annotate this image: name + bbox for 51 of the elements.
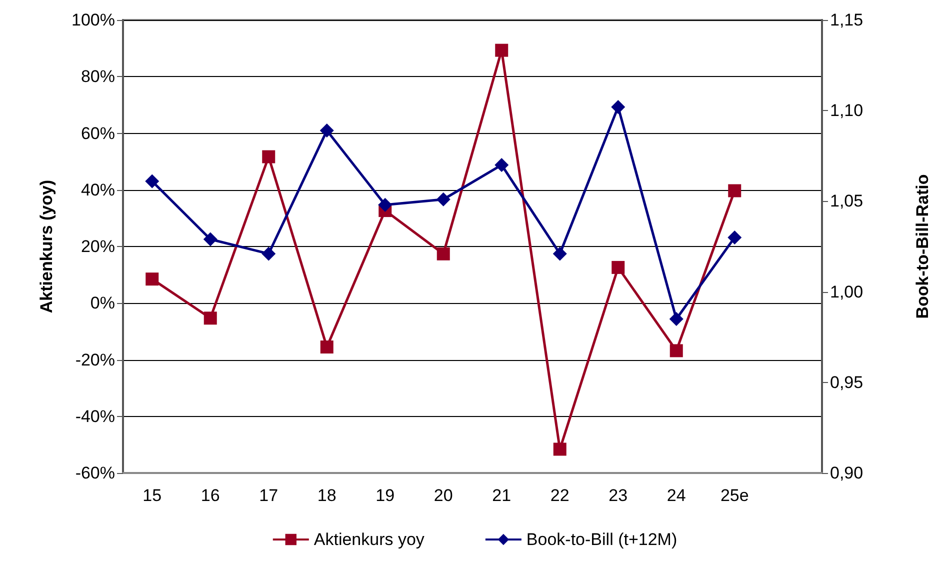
y-tick-label: 100% xyxy=(72,10,115,30)
x-tick-label: 21 xyxy=(492,486,512,505)
x-tick-label: 22 xyxy=(550,486,570,505)
point xyxy=(145,174,160,188)
x-tick-label: 15 xyxy=(142,486,162,505)
point xyxy=(728,184,742,198)
y2-tick-label: 1,15 xyxy=(830,10,864,30)
x-tick-label: 23 xyxy=(608,486,628,505)
y2-tick-label: 0,95 xyxy=(830,372,864,392)
point xyxy=(494,158,509,172)
x-tick-label: 20 xyxy=(434,486,453,505)
point xyxy=(552,246,567,261)
x-tick-label: 18 xyxy=(317,486,336,505)
y2-tick-label: 0,90 xyxy=(830,464,864,482)
y-tick-label: -40% xyxy=(75,406,115,426)
point xyxy=(495,44,508,57)
point xyxy=(320,124,334,138)
point xyxy=(612,260,625,274)
x-tick-label: 24 xyxy=(666,486,686,505)
legend-label: Book-to-Bill (t+12M) xyxy=(526,530,678,549)
y-tick-label: -20% xyxy=(75,350,115,370)
point xyxy=(320,340,334,354)
x-tick-label: 25e xyxy=(720,486,749,505)
point xyxy=(436,192,450,206)
y-tick-label: 60% xyxy=(80,124,115,143)
point xyxy=(146,272,159,286)
point xyxy=(436,247,450,260)
point xyxy=(262,150,276,164)
point xyxy=(553,442,566,456)
y-tick-label: -60% xyxy=(75,464,115,482)
y-tick-label: 0% xyxy=(90,294,115,313)
x-tick-label: 17 xyxy=(259,486,278,505)
y-tick-label: 80% xyxy=(80,67,115,86)
point xyxy=(669,312,684,326)
x-tick-label: 19 xyxy=(376,486,395,505)
y2-tick-label: 1,00 xyxy=(830,282,864,302)
legend-label: Aktienkurs yoy xyxy=(314,530,425,549)
point xyxy=(611,100,626,114)
point xyxy=(203,232,218,246)
y-axis-title: Aktienkurs (yoy) xyxy=(37,180,56,314)
y-tick-label: 20% xyxy=(80,237,115,256)
y2-tick-label: 1,05 xyxy=(830,192,864,211)
y-tick-label: 40% xyxy=(80,180,115,200)
y2-axis-title: Book-to-Bill-Ratio xyxy=(913,174,932,319)
point xyxy=(728,230,742,244)
point xyxy=(204,312,217,325)
point xyxy=(262,246,276,261)
y2-tick-label: 1,10 xyxy=(830,101,864,120)
point xyxy=(670,344,683,358)
point xyxy=(378,198,392,212)
x-tick-label: 16 xyxy=(200,486,220,505)
